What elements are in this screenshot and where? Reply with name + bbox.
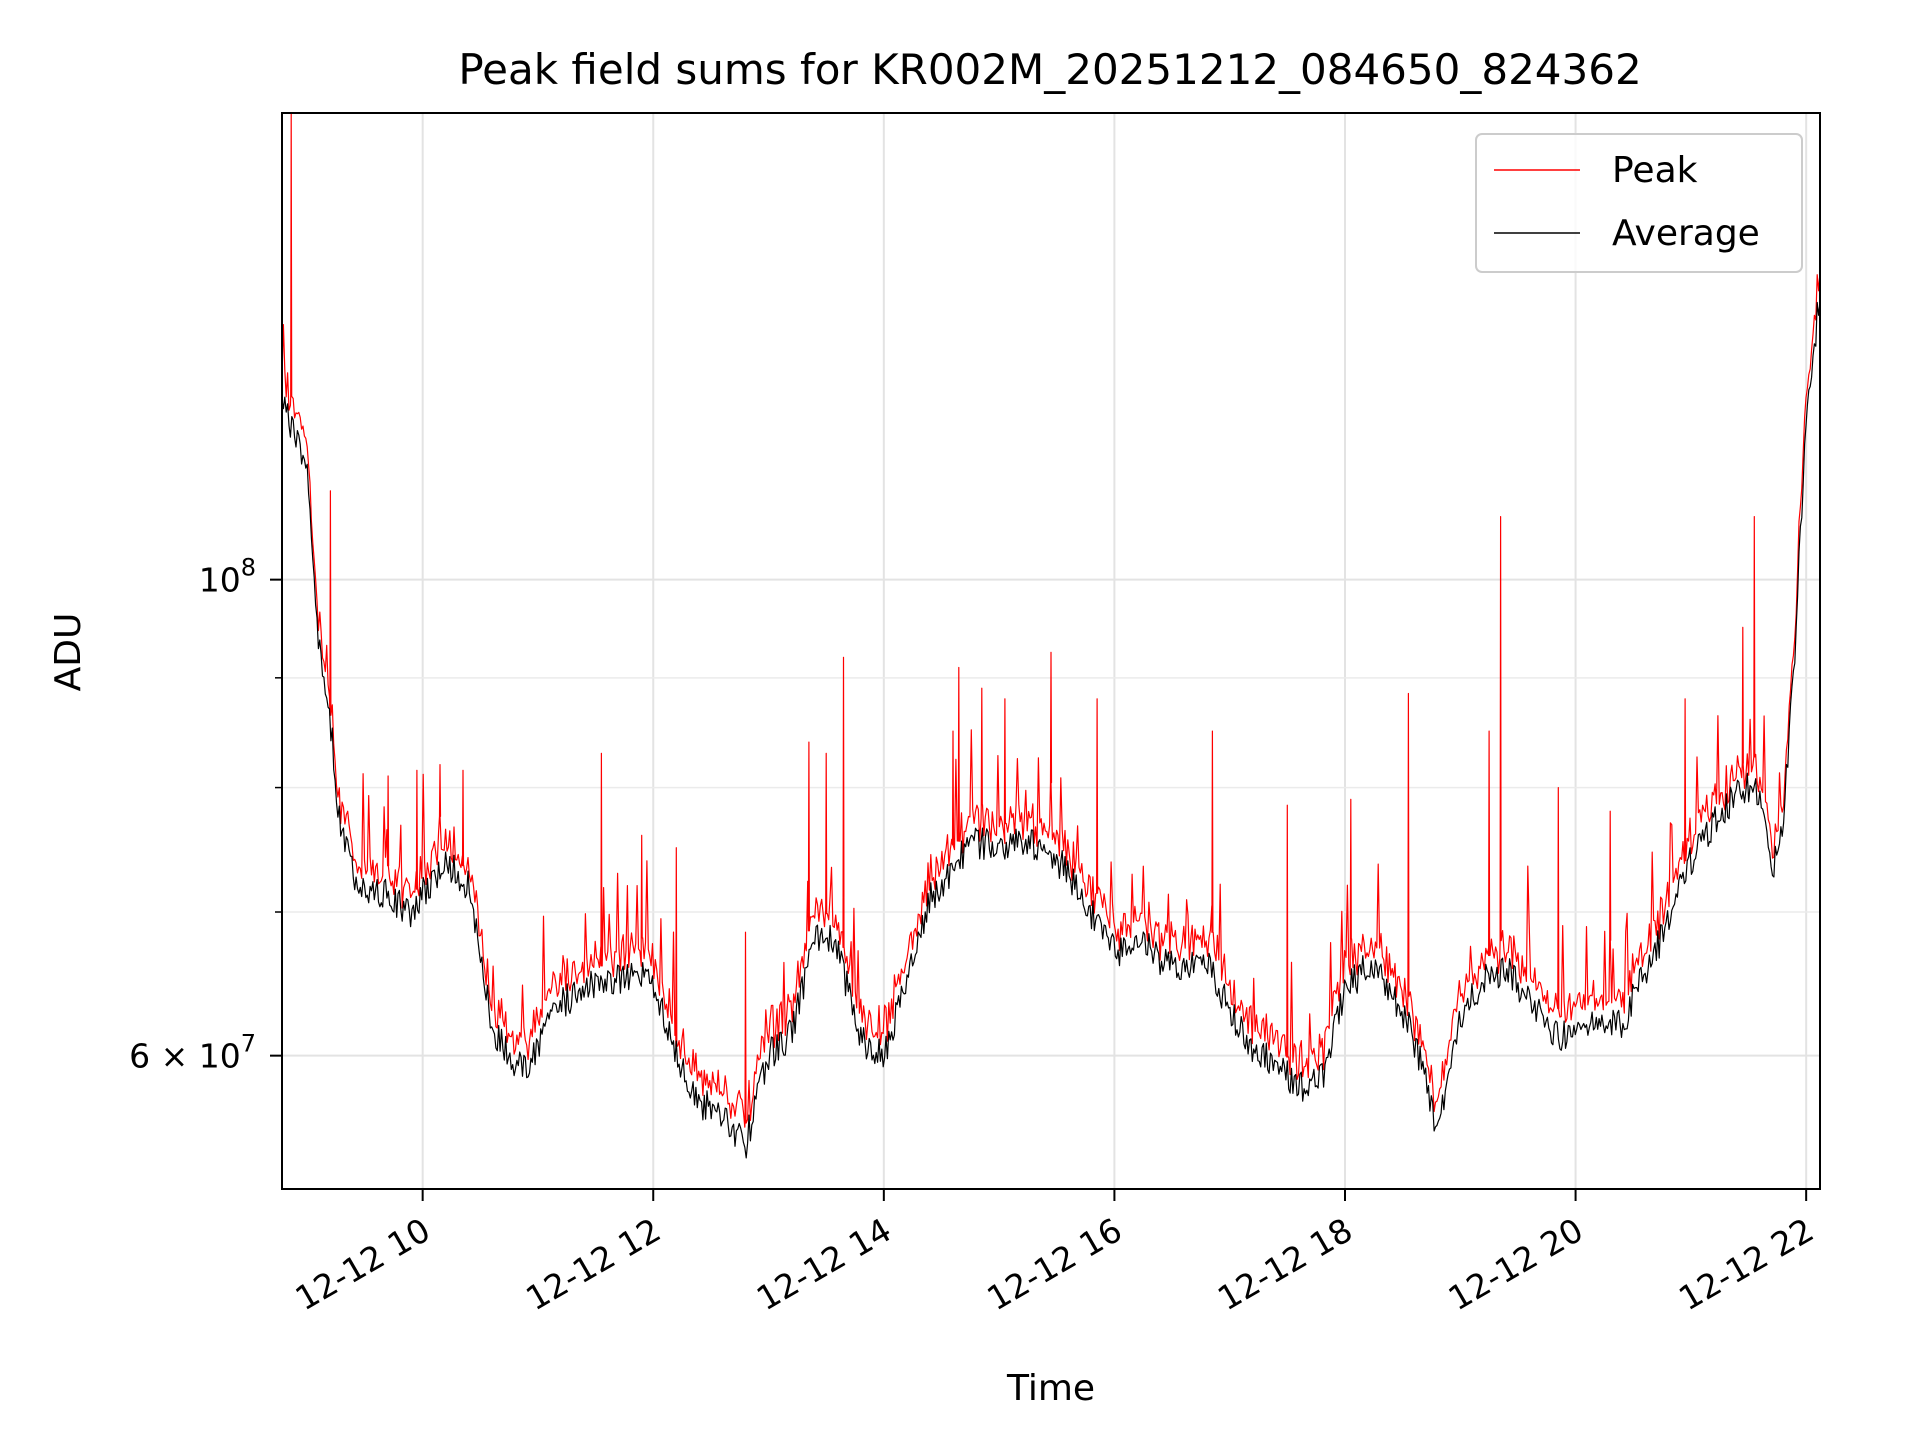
y-tick-label: 108	[199, 554, 256, 600]
series-layer	[282, 113, 1820, 1159]
legend-box	[1475, 133, 1803, 273]
series-line-peak	[282, 113, 1820, 1128]
legend-label-peak: Peak	[1612, 150, 1698, 191]
x-axis-label: Time	[1006, 1368, 1095, 1409]
plot-area	[282, 113, 1820, 1159]
y-tick-label-base: 10	[199, 561, 241, 600]
y-tick-label-exponent: 7	[241, 1030, 256, 1058]
legend: Peak Average	[1475, 133, 1803, 273]
y-axis-label: ADU	[48, 613, 89, 692]
y-tick-label: 6 × 107	[129, 1030, 256, 1076]
plot-frame	[281, 112, 1821, 1190]
chart-title: Peak field sums for KR002M_20251212_0846…	[458, 45, 1641, 94]
y-axis-ticks: 6 × 107 108	[129, 554, 282, 1076]
y-tick-label-base: 6 × 10	[129, 1037, 241, 1076]
legend-label-average: Average	[1612, 213, 1760, 254]
y-tick-label-exponent: 8	[241, 554, 256, 582]
series-line-average	[282, 301, 1820, 1159]
